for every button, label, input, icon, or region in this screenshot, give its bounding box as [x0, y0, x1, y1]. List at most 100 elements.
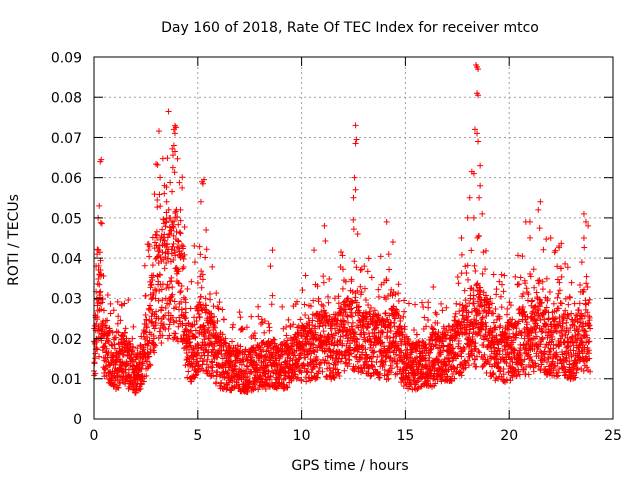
data-point	[568, 310, 575, 317]
data-point	[432, 380, 439, 387]
data-point	[527, 363, 534, 370]
data-point	[509, 316, 516, 323]
data-point	[174, 237, 181, 244]
data-point	[555, 372, 562, 379]
data-point	[507, 302, 514, 309]
data-point	[318, 301, 325, 308]
data-point	[498, 281, 505, 288]
data-point	[177, 289, 184, 296]
data-point	[163, 240, 170, 247]
data-point	[384, 371, 391, 378]
data-point	[565, 343, 572, 350]
data-point	[193, 317, 200, 324]
data-point	[176, 229, 183, 236]
data-point	[342, 306, 349, 313]
data-point	[319, 368, 326, 375]
data-point	[204, 356, 211, 363]
data-point	[198, 268, 205, 275]
data-point	[365, 255, 372, 262]
data-point	[225, 344, 232, 351]
data-point	[469, 352, 476, 359]
data-point	[207, 340, 214, 347]
data-point	[513, 332, 520, 339]
data-point	[213, 379, 220, 386]
data-point	[538, 299, 545, 306]
data-point	[494, 359, 501, 366]
data-point	[441, 371, 448, 378]
data-point	[581, 344, 588, 351]
data-point	[488, 363, 495, 370]
data-point	[348, 350, 355, 357]
data-point	[194, 350, 201, 357]
data-point	[458, 369, 465, 376]
data-point	[581, 244, 588, 251]
data-point	[463, 269, 470, 276]
data-point	[335, 293, 342, 300]
data-point	[100, 307, 107, 314]
data-point	[172, 252, 179, 259]
data-point	[342, 278, 349, 285]
data-point	[202, 254, 209, 261]
data-point	[311, 247, 318, 254]
data-point	[335, 369, 342, 376]
data-point	[578, 313, 585, 320]
data-point	[513, 372, 520, 379]
data-point	[260, 338, 267, 345]
data-point	[504, 339, 511, 346]
data-point	[151, 325, 158, 332]
data-point	[508, 355, 515, 362]
data-point	[526, 335, 533, 342]
data-point	[200, 367, 207, 374]
data-point	[557, 329, 564, 336]
data-point	[583, 273, 590, 280]
data-point	[575, 328, 582, 335]
data-point	[160, 321, 167, 328]
data-point	[97, 266, 104, 273]
data-point	[267, 372, 274, 379]
data-point	[170, 240, 177, 247]
data-point	[425, 317, 432, 324]
data-point	[349, 313, 356, 320]
data-point	[464, 214, 471, 221]
data-point	[379, 339, 386, 346]
data-point	[127, 340, 134, 347]
data-point	[563, 319, 570, 326]
data-point	[154, 196, 161, 203]
data-point	[385, 368, 392, 375]
data-point	[259, 319, 266, 326]
data-point	[464, 336, 471, 343]
data-point	[566, 366, 573, 373]
data-point	[171, 148, 178, 155]
data-point	[389, 365, 396, 372]
data-point	[536, 225, 543, 232]
data-point	[96, 353, 103, 360]
data-point	[170, 232, 177, 239]
data-point	[470, 214, 477, 221]
data-point	[150, 272, 157, 279]
data-point	[185, 368, 192, 375]
data-point	[177, 217, 184, 224]
data-point	[363, 351, 370, 358]
data-point	[347, 344, 354, 351]
data-point	[339, 340, 346, 347]
data-point	[361, 285, 368, 292]
data-point	[98, 156, 105, 163]
data-point	[162, 305, 169, 312]
data-point	[292, 371, 299, 378]
data-point	[531, 284, 538, 291]
data-point	[142, 312, 149, 319]
data-point	[455, 338, 462, 345]
data-point	[382, 310, 389, 317]
data-point	[537, 300, 544, 307]
data-point	[388, 344, 395, 351]
data-point	[476, 310, 483, 317]
data-point	[584, 309, 591, 316]
data-point	[302, 312, 309, 319]
data-point	[582, 328, 589, 335]
data-point	[194, 358, 201, 365]
data-point	[532, 362, 539, 369]
data-point	[163, 218, 170, 225]
data-point	[458, 372, 465, 379]
data-point	[430, 326, 437, 333]
